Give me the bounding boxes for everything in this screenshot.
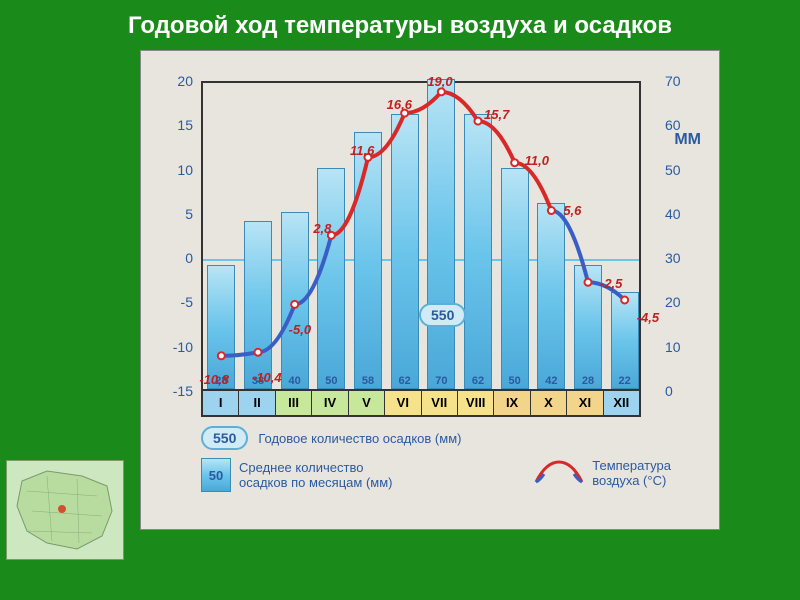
y-right-tick: 50 [665, 162, 681, 178]
legend-temp-label: Температура воздуха (°C) [592, 458, 671, 488]
temp-value-label: 5,6 [563, 203, 581, 218]
precip-bar [537, 203, 565, 389]
precip-bar-value: 50 [501, 375, 529, 387]
precip-bar-value: 22 [611, 375, 639, 387]
legend-curve-icon [534, 460, 584, 486]
y-left-tick: -15 [173, 383, 193, 399]
temp-value-label: -10,4 [252, 370, 282, 385]
precip-bar [391, 114, 419, 389]
y-right-tick: 60 [665, 117, 681, 133]
y-left-tick: 5 [185, 206, 193, 222]
precip-bar-value: 40 [281, 375, 309, 387]
precip-bar-value: 42 [537, 375, 565, 387]
y-right-tick: 40 [665, 206, 681, 222]
temp-value-label: 19,0 [427, 74, 452, 89]
precip-bar-value: 62 [464, 375, 492, 387]
y-left-tick: 15 [177, 117, 193, 133]
y-right-tick: 30 [665, 250, 681, 266]
y-left-tick: 20 [177, 73, 193, 89]
legend-bar-icon: 50 [201, 458, 231, 492]
precip-bar [427, 79, 455, 389]
temp-value-label: -2,5 [600, 276, 622, 291]
temp-value-label: 11,6 [350, 143, 374, 158]
map-thumbnail [6, 460, 124, 560]
month-cell: II [239, 391, 275, 415]
temp-value-label: -4,5 [637, 310, 659, 325]
precip-bar [281, 212, 309, 389]
precip-bar [574, 265, 602, 389]
y-left-tick: 10 [177, 162, 193, 178]
y-left-tick: 0 [185, 250, 193, 266]
precip-bar-value: 58 [354, 375, 382, 387]
y-right-tick: 70 [665, 73, 681, 89]
y-right-tick: 0 [665, 383, 673, 399]
temp-value-label: 11,0 [525, 153, 549, 168]
precip-bars: 283840505862706250422822 [203, 83, 639, 389]
legend-monthly-label: Среднее количество осадков по месяцам (м… [239, 460, 392, 490]
y-left-tick: -10 [173, 339, 193, 355]
legend: 550 Годовое количество осадков (мм) 50 С… [201, 426, 671, 500]
legend-annual-label: Годовое количество осадков (мм) [258, 431, 461, 446]
month-cell: VII [422, 391, 458, 415]
month-cell: IV [312, 391, 348, 415]
precip-bar [207, 265, 235, 389]
temp-value-label: 15,7 [484, 107, 509, 122]
precip-bar [501, 168, 529, 389]
precip-bar-value: 70 [427, 375, 455, 387]
plot-area: 283840505862706250422822 550 -10,8-10,4-… [201, 81, 641, 391]
month-cell: IX [494, 391, 530, 415]
precip-bar-value: 50 [317, 375, 345, 387]
precip-bar-value: 28 [574, 375, 602, 387]
y-axis-left: -15-10-505101520 [141, 81, 199, 391]
month-cell: I [203, 391, 239, 415]
month-cell: III [276, 391, 312, 415]
temp-value-label: 2,8 [313, 221, 331, 236]
y-left-tick: -5 [181, 294, 193, 310]
precip-bar [317, 168, 345, 389]
temp-value-label: -5,0 [289, 322, 311, 337]
month-cell: VIII [458, 391, 494, 415]
precip-bar [354, 132, 382, 389]
y-axis-right: 010203040506070 [659, 81, 719, 391]
precip-bar [464, 114, 492, 389]
month-cell: V [349, 391, 385, 415]
annual-precip-badge: 550 [419, 303, 466, 327]
month-cell: XII [604, 391, 639, 415]
chart-panel: T(°C) MM -15-10-505101520 01020304050607… [140, 50, 720, 530]
month-cell: XI [567, 391, 603, 415]
y-right-tick: 10 [665, 339, 681, 355]
temp-value-label: -10,8 [199, 372, 229, 387]
legend-annual-badge: 550 [201, 426, 248, 450]
month-cell: VI [385, 391, 421, 415]
month-axis: IIIIIIIVVVIVIIVIIIIXXXIXII [201, 391, 641, 417]
precip-bar [244, 221, 272, 389]
month-cell: X [531, 391, 567, 415]
y-right-tick: 20 [665, 294, 681, 310]
page-title: Годовой ход температуры воздуха и осадко… [0, 0, 800, 48]
temp-value-label: 16,6 [387, 97, 412, 112]
precip-bar-value: 62 [391, 375, 419, 387]
